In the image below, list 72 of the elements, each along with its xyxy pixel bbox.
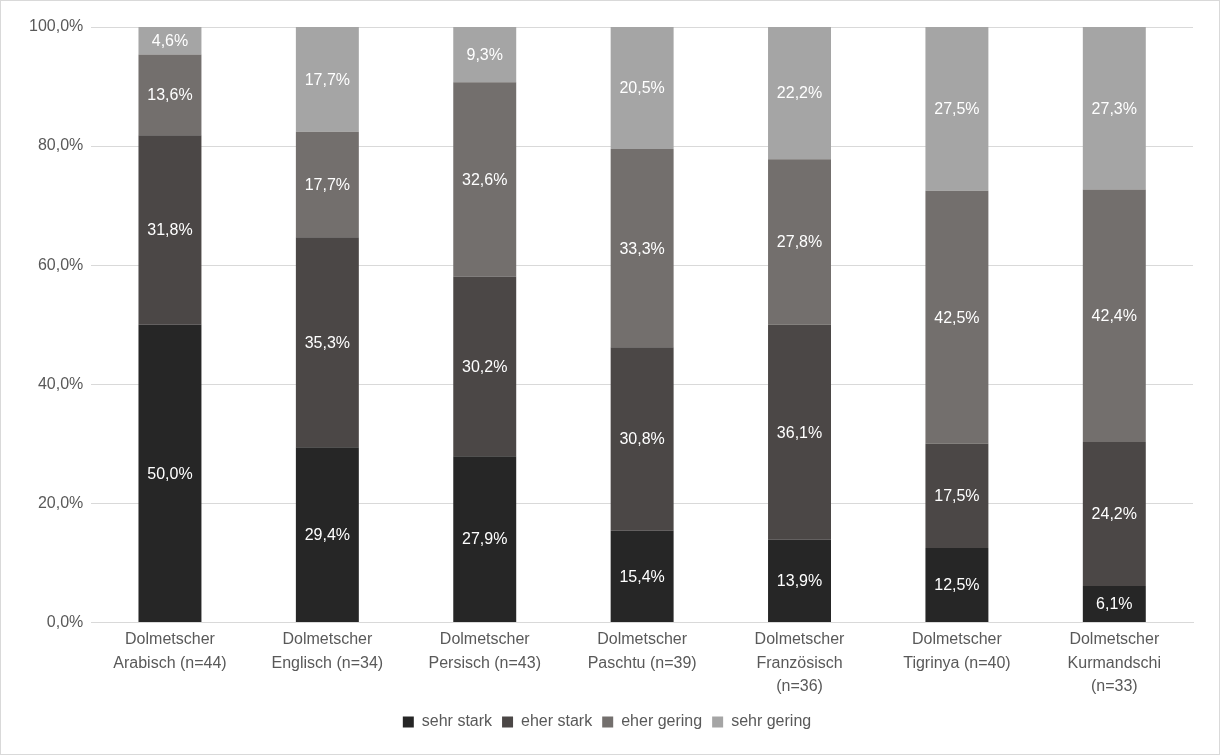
data-label: 42,4% bbox=[1091, 307, 1137, 325]
data-label: 22,2% bbox=[776, 84, 823, 102]
x-tick-label: Dolmetscher Kurmandschi (n=33) bbox=[1067, 630, 1161, 694]
bar bbox=[610, 27, 674, 150]
bar bbox=[768, 539, 831, 622]
y-tick-label: 60,0% bbox=[37, 255, 84, 273]
data-label: 17,5% bbox=[934, 487, 980, 505]
data-label: 31,8% bbox=[147, 221, 193, 239]
data-label: 9,3% bbox=[466, 46, 503, 64]
legend-label: sehr gering bbox=[731, 712, 812, 730]
x-tick-label: Dolmetscher Tigrinya (n=40) bbox=[903, 630, 1011, 671]
bar bbox=[1082, 27, 1146, 190]
y-tick-label: 40,0% bbox=[37, 374, 84, 392]
data-label: 20,5% bbox=[619, 79, 665, 97]
legend-label: eher gering bbox=[621, 712, 703, 730]
data-label: 4,6% bbox=[151, 32, 189, 50]
bar bbox=[1082, 586, 1146, 622]
data-label: 32,6% bbox=[462, 170, 508, 188]
data-label: 13,6% bbox=[147, 86, 193, 104]
bar bbox=[138, 54, 202, 136]
y-tick-label: 100,0% bbox=[29, 17, 84, 35]
bar bbox=[138, 135, 202, 325]
x-tick-label: Dolmetscher Persisch (n=43) bbox=[428, 630, 541, 671]
data-label: 13,9% bbox=[776, 572, 823, 590]
y-tick-label: 20,0% bbox=[37, 493, 84, 511]
x-tick-label: Dolmetscher Arabisch (n=44) bbox=[113, 630, 227, 671]
data-label: 24,2% bbox=[1091, 505, 1137, 523]
y-tick-label: 80,0% bbox=[37, 136, 84, 154]
bar bbox=[295, 27, 359, 132]
bar bbox=[453, 276, 517, 457]
bar bbox=[295, 131, 359, 238]
bar bbox=[453, 456, 517, 622]
data-label: 30,8% bbox=[619, 430, 665, 448]
bar bbox=[1082, 189, 1146, 442]
bar bbox=[295, 237, 359, 448]
legend-label: sehr stark bbox=[421, 712, 494, 730]
bar bbox=[295, 447, 359, 622]
bar bbox=[1082, 441, 1146, 587]
data-label: 6,1% bbox=[1096, 595, 1133, 613]
bar bbox=[768, 159, 831, 325]
x-tick-label: Dolmetscher Englisch (n=34) bbox=[271, 630, 384, 671]
data-label: 27,8% bbox=[776, 233, 823, 251]
bar bbox=[925, 27, 989, 191]
x-tick-label: Dolmetscher Französisch (n=36) bbox=[754, 630, 846, 694]
bar bbox=[925, 443, 989, 548]
data-label: 29,4% bbox=[304, 526, 351, 544]
bar bbox=[138, 324, 202, 622]
data-label: 33,3% bbox=[619, 239, 665, 257]
x-tick-label: Dolmetscher Paschtu (n=39) bbox=[587, 630, 697, 671]
data-label: 50,0% bbox=[147, 464, 193, 482]
data-label: 15,4% bbox=[619, 567, 665, 585]
bar bbox=[925, 190, 989, 444]
bar bbox=[610, 530, 674, 622]
bar bbox=[768, 27, 831, 160]
data-label: 36,1% bbox=[776, 423, 823, 441]
data-label: 30,2% bbox=[462, 357, 508, 375]
legend-label: eher stark bbox=[521, 712, 594, 730]
data-label: 27,5% bbox=[934, 100, 980, 118]
data-label: 27,3% bbox=[1091, 99, 1137, 117]
bar bbox=[453, 27, 517, 83]
data-label: 12,5% bbox=[934, 576, 980, 594]
y-tick-label: 0,0% bbox=[46, 612, 84, 630]
data-label: 17,7% bbox=[304, 175, 351, 193]
data-label: 42,5% bbox=[934, 308, 980, 326]
data-label: 35,3% bbox=[304, 333, 351, 351]
bar bbox=[610, 347, 674, 531]
data-label: 27,9% bbox=[462, 530, 508, 548]
bar bbox=[768, 324, 831, 540]
data-label: 17,7% bbox=[304, 70, 351, 88]
bar bbox=[453, 82, 517, 277]
bar bbox=[925, 547, 989, 622]
bar bbox=[610, 149, 674, 348]
